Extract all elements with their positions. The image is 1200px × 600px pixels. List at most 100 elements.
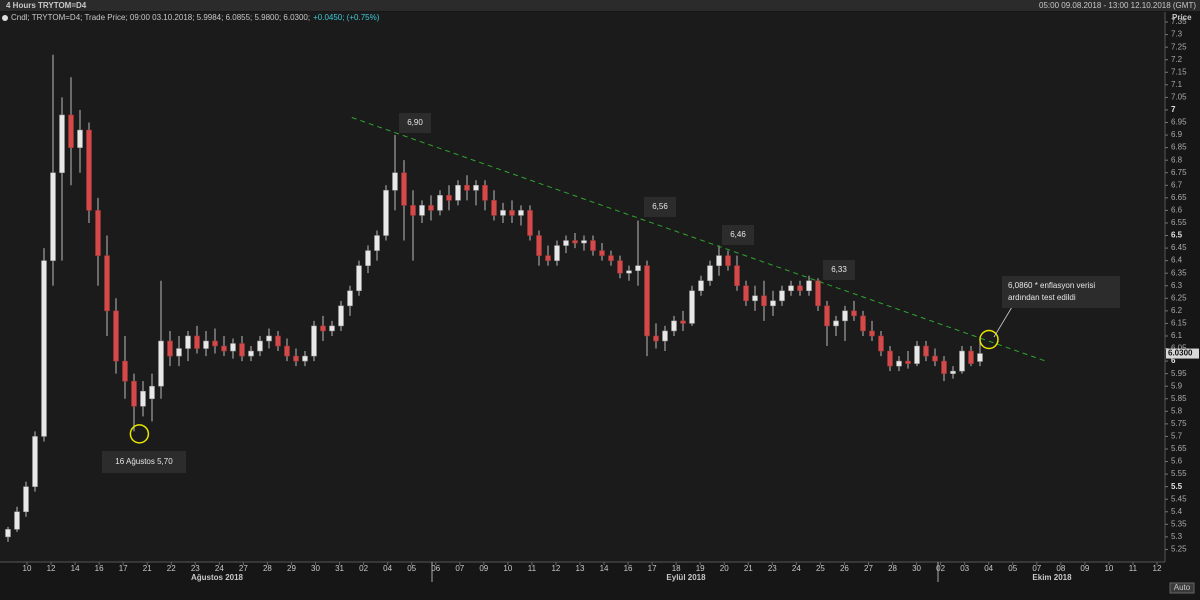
candle-body [770,300,776,307]
annotation-text: 16 Ağustos 5,70 [115,457,173,466]
candle-body [446,195,452,201]
candle-body [599,250,605,256]
x-tick-label: 27 [864,564,873,573]
y-tick-label: 6.7 [1171,180,1183,189]
y-tick-label: 6 [1171,356,1176,365]
highlight-circle [129,424,150,444]
candle-body [194,335,200,349]
x-tick-label: 12 [1153,564,1162,573]
y-tick-label: 5.95 [1171,369,1187,378]
candle-body [950,370,956,374]
candle-body [41,260,47,437]
x-tick-label: 26 [840,564,849,573]
candle-body [932,355,938,362]
candle-body [689,290,695,324]
y-tick-label: 5.3 [1171,532,1183,541]
candle-body [140,390,146,407]
header-title: 4 Hours TRYTOM=D4 [6,1,87,10]
candle-body [311,325,317,357]
y-tick-label: 6.9 [1171,130,1183,139]
x-tick-label: 12 [551,564,560,573]
candle-body [419,205,425,216]
annotation-box [823,260,855,280]
x-tick-label: 17 [648,564,657,573]
candle-body [923,345,929,357]
candle-body [401,172,407,206]
last-price-label: 6.0300 [1168,349,1193,358]
x-tick-label: 05 [1008,564,1017,573]
y-tick-label: 6.2 [1171,306,1183,315]
candle-body [698,280,704,292]
y-tick-label: 5.8 [1171,406,1183,415]
candle-body [977,353,983,362]
candle-body [833,320,839,327]
candle-body [275,335,281,347]
candle-body [464,185,470,191]
candle-body [842,310,848,322]
candle-body [725,255,731,266]
candle-body [329,325,335,332]
candle-body [743,285,749,302]
candle-body [716,255,722,266]
x-tick-label: 24 [215,564,224,573]
x-tick-label: 22 [167,564,176,573]
candle-body [617,260,623,274]
x-tick-label: 25 [816,564,825,573]
candle-body [500,210,506,216]
x-tick-label: 31 [335,564,344,573]
x-tick-label: 20 [720,564,729,573]
candle-body [554,245,560,261]
candle-body [266,335,272,342]
annotation-box [102,451,186,473]
x-tick-label: 06 [431,564,440,573]
candle-body [635,265,641,271]
x-tick-label: 13 [576,564,585,573]
x-tick-label: 16 [95,564,104,573]
trendline [351,117,1046,362]
x-tick-label: 02 [359,564,368,573]
x-tick-label: 19 [696,564,705,573]
y-tick-label: 5.6 [1171,457,1183,466]
x-tick-label: 18 [672,564,681,573]
y-tick-label: 6.8 [1171,155,1183,164]
candle-body [653,335,659,342]
candle-body [428,205,434,211]
y-tick-label: 5.9 [1171,381,1183,390]
candle-body [941,360,947,374]
auto-button-label[interactable]: Auto [1174,583,1191,592]
annotation-text: 6,46 [730,230,746,239]
candle-body [131,380,137,407]
y-tick-label: 6.1 [1171,331,1183,340]
x-tick-label: 10 [503,564,512,573]
annotation-text: 6,56 [652,202,668,211]
candle-body [410,205,416,216]
candle-body [113,310,119,362]
candle-body [734,265,740,286]
x-tick-label: 09 [1080,564,1089,573]
x-tick-label: 04 [383,564,392,573]
annotation-box [644,197,676,217]
plot-area [0,12,1165,562]
legend-change: +0.0450; (+0.75%) [313,13,380,22]
x-tick-label: 04 [984,564,993,573]
y-tick-label: 5.45 [1171,494,1187,503]
x-tick-label: 14 [71,564,80,573]
candle-body [122,360,128,382]
month-label: Ekim 2018 [1032,573,1072,582]
x-tick-label: 27 [239,564,248,573]
y-tick-label: 5.5 [1171,482,1183,491]
candle-body [455,185,461,201]
y-tick-label: 6.6 [1171,206,1183,215]
candle-body [392,172,398,191]
y-tick-label: 5.4 [1171,507,1183,516]
legend-icon[interactable] [2,15,8,21]
y-tick-label: 5.75 [1171,419,1187,428]
annotation-pointer [993,306,1013,338]
annotation-box [722,225,754,245]
auto-button[interactable] [1169,582,1195,594]
month-label: Ağustos 2018 [191,573,244,582]
candle-body [32,436,38,487]
candle-body [86,129,92,211]
candle-body [824,305,830,327]
